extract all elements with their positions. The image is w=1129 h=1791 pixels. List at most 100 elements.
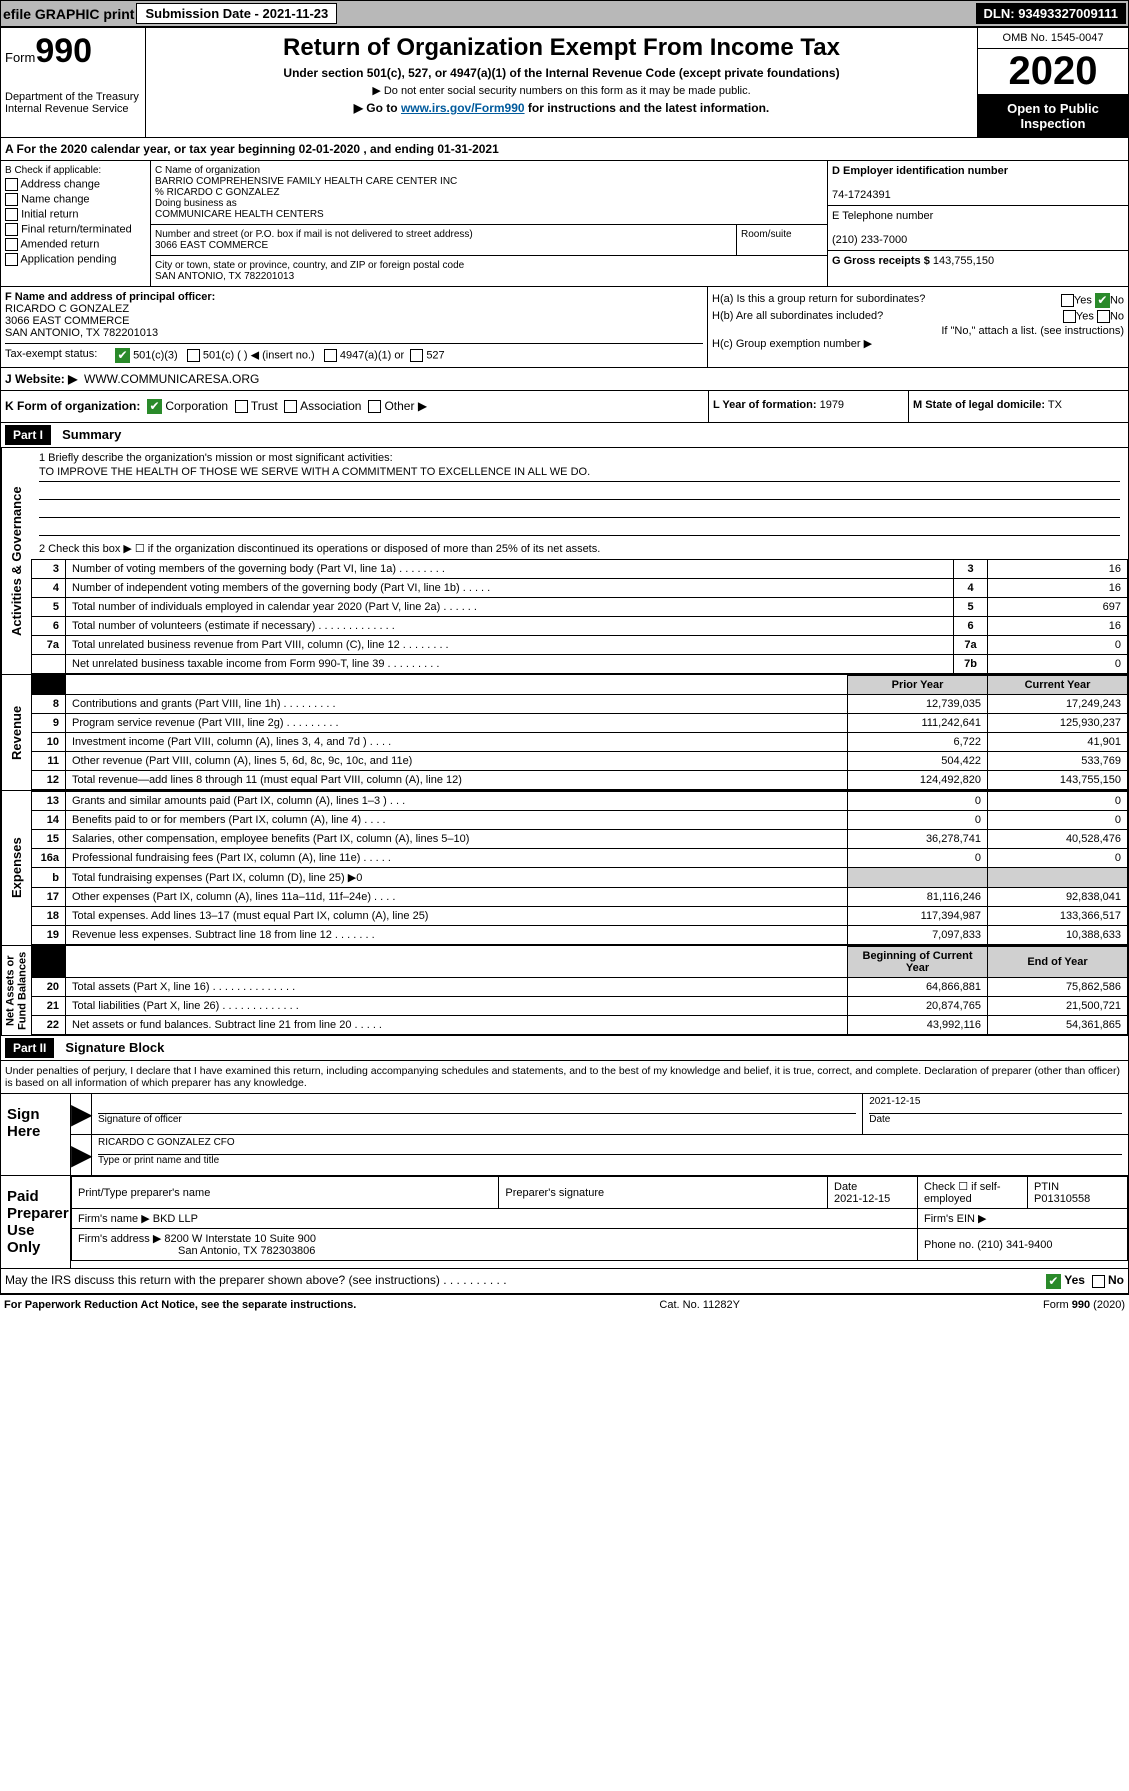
prep-hdr-sig: Preparer's signature — [499, 1177, 828, 1209]
hb-yes[interactable] — [1063, 310, 1076, 323]
footer-right: Form 990 (2020) — [1043, 1299, 1125, 1311]
discuss-no[interactable] — [1092, 1275, 1105, 1288]
table-expenses: 13Grants and similar amounts paid (Part … — [31, 791, 1128, 945]
state-domicile-value: TX — [1048, 399, 1062, 411]
mission-blank — [39, 484, 1120, 500]
org-name: BARRIO COMPREHENSIVE FAMILY HEALTH CARE … — [155, 176, 823, 187]
year-formation-label: L Year of formation: — [713, 399, 817, 411]
prep-self-emp[interactable]: Check ☐ if self-employed — [918, 1177, 1028, 1209]
dba-label: Doing business as — [155, 198, 823, 209]
chk-association[interactable] — [284, 400, 297, 413]
chk-address-change[interactable]: Address change — [5, 178, 146, 191]
ha-yes[interactable] — [1061, 294, 1074, 307]
footer-left: For Paperwork Reduction Act Notice, see … — [4, 1299, 356, 1311]
part1-hdr: Part I — [5, 425, 51, 445]
chk-corporation[interactable] — [147, 399, 162, 414]
chk-final-return[interactable]: Final return/terminated — [5, 223, 146, 236]
part1-expenses: Expenses 13Grants and similar amounts pa… — [0, 791, 1129, 946]
vtab-governance: Activities & Governance — [1, 448, 31, 674]
firm-addr-label: Firm's address ▶ — [78, 1233, 161, 1245]
officer-addr: 3066 EAST COMMERCE — [5, 315, 130, 327]
dln-label: DLN: 93493327009111 — [976, 3, 1126, 24]
firm-city: San Antonio, TX 782303806 — [178, 1245, 315, 1257]
form-word: Form — [5, 50, 35, 65]
submission-date-btn[interactable]: Submission Date - 2021-11-23 — [136, 3, 337, 24]
form-note-ssn: ▶ Do not enter social security numbers o… — [152, 84, 971, 97]
ha-label: H(a) Is this a group return for subordin… — [712, 293, 925, 308]
chk-501c[interactable] — [187, 349, 200, 362]
sig-officer-line[interactable] — [98, 1096, 856, 1114]
efile-label: efile GRAPHIC print — [3, 6, 134, 22]
chk-other[interactable] — [368, 400, 381, 413]
chk-initial-return[interactable]: Initial return — [5, 208, 146, 221]
chk-trust[interactable] — [235, 400, 248, 413]
sig-officer-label: Signature of officer — [98, 1114, 182, 1125]
firm-name-label: Firm's name ▶ — [78, 1213, 150, 1225]
table-netassets: Beginning of Current YearEnd of Year20To… — [31, 946, 1128, 1035]
part2-hdr: Part II — [5, 1038, 54, 1058]
gross-value: 143,755,150 — [933, 255, 994, 267]
vtab-expenses: Expenses — [1, 791, 31, 945]
tax-year: 2020 — [978, 49, 1128, 95]
sig-arrow-icon: ▶ — [71, 1094, 91, 1134]
city-label: City or town, state or province, country… — [155, 260, 823, 271]
col-deg: D Employer identification number 74-1724… — [828, 161, 1128, 286]
part1-netassets: Net Assets or Fund Balances Beginning of… — [0, 946, 1129, 1036]
table-preparer: Print/Type preparer's name Preparer's si… — [71, 1176, 1128, 1261]
topbar: efile GRAPHIC print Submission Date - 20… — [0, 0, 1129, 27]
table-gov: 3Number of voting members of the governi… — [31, 559, 1128, 674]
prep-hdr-ptin: PTIN — [1034, 1181, 1059, 1193]
public-inspection: Open to Public Inspection — [978, 95, 1128, 137]
omb-label: OMB No. 1545-0047 — [978, 28, 1128, 49]
discuss-row: May the IRS discuss this return with the… — [0, 1269, 1129, 1293]
part1-title: Summary — [54, 423, 129, 446]
sig-arrow-icon: ▶ — [71, 1135, 91, 1175]
discuss-yes[interactable] — [1046, 1274, 1061, 1289]
row-a-tax-year: A For the 2020 calendar year, or tax yea… — [0, 138, 1129, 161]
year-formation-value: 1979 — [820, 399, 844, 411]
col-b-checkboxes: B Check if applicable: Address change Na… — [1, 161, 151, 286]
sig-date-value: 2021-12-15 — [869, 1096, 1122, 1114]
hb-note: If "No," attach a list. (see instruction… — [712, 325, 1124, 337]
ha-no[interactable] — [1095, 293, 1110, 308]
chk-527[interactable] — [410, 349, 423, 362]
tax-exempt-label: Tax-exempt status: — [5, 348, 115, 363]
firm-addr: 8200 W Interstate 10 Suite 900 — [164, 1233, 316, 1245]
firm-phone-label: Phone no. — [924, 1239, 974, 1251]
chk-application-pending[interactable]: Application pending — [5, 253, 146, 266]
sign-here-label: Sign Here — [1, 1094, 71, 1175]
discuss-q: May the IRS discuss this return with the… — [5, 1273, 507, 1288]
officer-label: F Name and address of principal officer: — [5, 291, 215, 303]
prep-date: 2021-12-15 — [834, 1193, 890, 1205]
hb-label: H(b) Are all subordinates included? — [712, 310, 883, 323]
city-value: SAN ANTONIO, TX 782201013 — [155, 271, 823, 282]
vtab-netassets: Net Assets or Fund Balances — [1, 946, 31, 1035]
hb-no[interactable] — [1097, 310, 1110, 323]
state-domicile-label: M State of legal domicile: — [913, 399, 1045, 411]
chk-name-change[interactable]: Name change — [5, 193, 146, 206]
form-header: Form990 Department of the Treasury Inter… — [0, 27, 1129, 138]
chk-4947[interactable] — [324, 349, 337, 362]
firm-ein-label: Firm's EIN ▶ — [918, 1209, 1128, 1229]
addr-value: 3066 EAST COMMERCE — [155, 240, 732, 251]
prep-hdr-date: Date — [834, 1181, 857, 1193]
phone-value: (210) 233-7000 — [832, 234, 907, 246]
under-penalties: Under penalties of perjury, I declare th… — [0, 1061, 1129, 1094]
ein-value: 74-1724391 — [832, 189, 891, 201]
prep-hdr-name: Print/Type preparer's name — [72, 1177, 499, 1209]
prep-ptin: P01310558 — [1034, 1193, 1090, 1205]
phone-label: E Telephone number — [832, 210, 933, 222]
website-value: WWW.COMMUNICARESA.ORG — [84, 372, 259, 386]
firm-name: BKD LLP — [153, 1213, 198, 1225]
row-fh: F Name and address of principal officer:… — [0, 287, 1129, 368]
q2-label: 2 Check this box ▶ ☐ if the organization… — [39, 542, 1120, 555]
paid-preparer-block: Paid Preparer Use Only Print/Type prepar… — [0, 1176, 1129, 1269]
chk-501c3[interactable] — [115, 348, 130, 363]
chk-amended-return[interactable]: Amended return — [5, 238, 146, 251]
part1-revenue: Revenue Prior YearCurrent Year8Contribut… — [0, 675, 1129, 791]
irs-link[interactable]: www.irs.gov/Form990 — [401, 101, 525, 115]
sig-name-value: RICARDO C GONZALEZ CFO — [98, 1137, 1122, 1155]
officer-city: SAN ANTONIO, TX 782201013 — [5, 327, 158, 339]
vtab-revenue: Revenue — [1, 675, 31, 790]
addr-label: Number and street (or P.O. box if mail i… — [155, 229, 732, 240]
